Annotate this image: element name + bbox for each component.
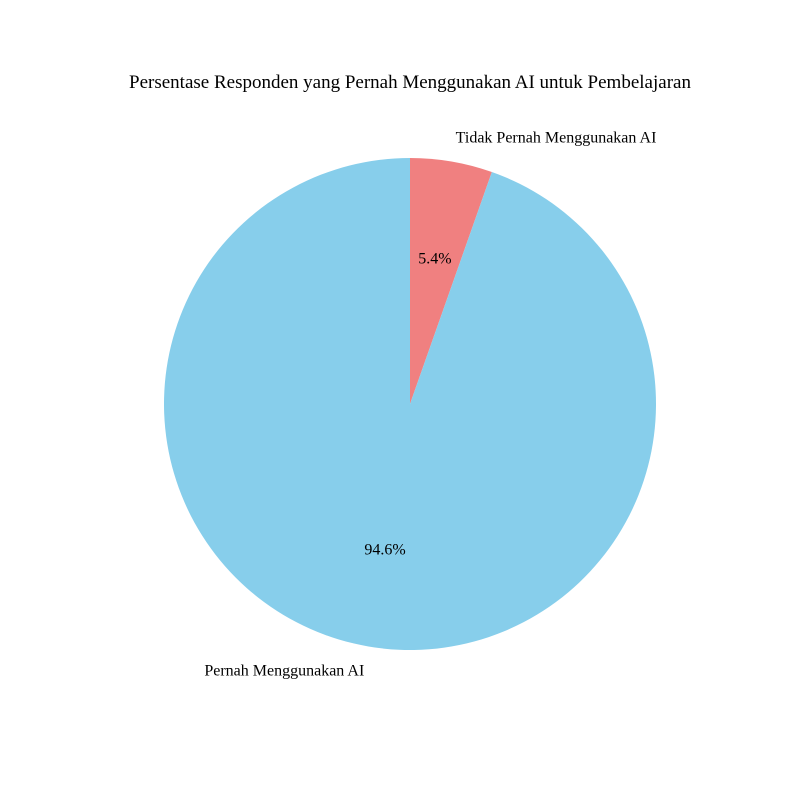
slice-label-0: Tidak Pernah Menggunakan AI xyxy=(456,129,657,146)
pie-slice-0 xyxy=(410,158,492,404)
pie-slices xyxy=(163,158,656,650)
slice-percent-0: 5.4% xyxy=(418,251,451,268)
pie-labels: Tidak Pernah Menggunakan AI 5.4% Pernah Me… xyxy=(204,129,656,679)
slice-percent-1: 94.6% xyxy=(364,541,405,558)
slice-label-1: Pernah Menggunakan AI xyxy=(204,663,364,680)
pie-slice-1 xyxy=(163,158,656,650)
chart-title: Persentase Responden yang Pernah Menggun… xyxy=(129,72,691,93)
